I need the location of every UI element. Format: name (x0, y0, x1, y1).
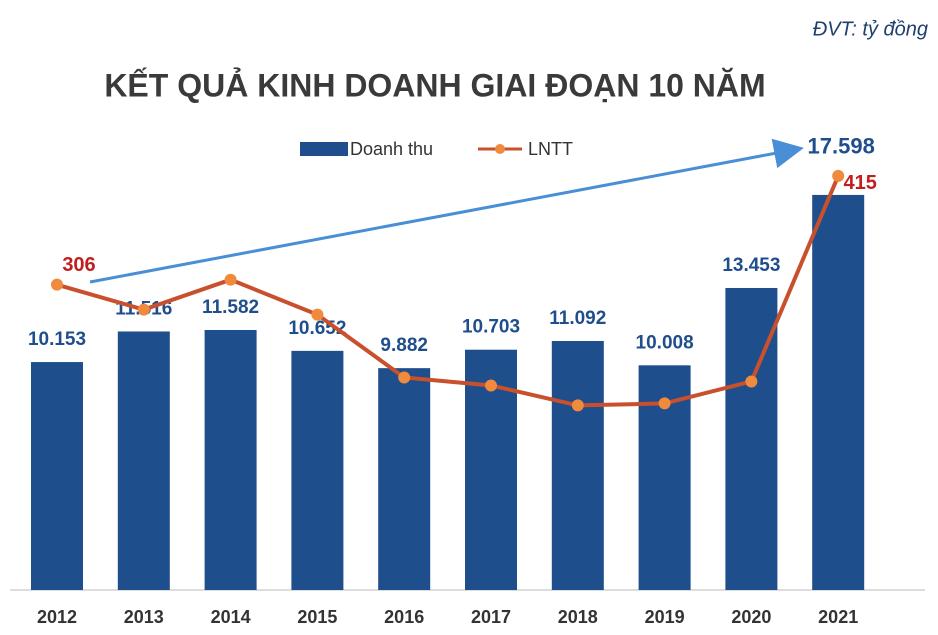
x-tick-label: 2013 (124, 607, 164, 627)
trend-arrow (89, 138, 804, 284)
legend-swatch (300, 142, 348, 156)
x-tick-label: 2017 (471, 607, 511, 627)
line-value-label: 306 (62, 254, 95, 276)
bar (551, 340, 604, 590)
x-tick-label: 2018 (558, 607, 598, 627)
line-point (832, 169, 845, 182)
x-tick-label: 2016 (384, 607, 424, 627)
line-value-label: 415 (844, 172, 877, 194)
bar-value-label: 10.008 (636, 332, 694, 353)
bar (291, 350, 344, 590)
line-point (485, 379, 497, 392)
line (56, 175, 841, 408)
bar (204, 329, 257, 590)
bar-value-label: 10.703 (462, 317, 520, 338)
x-tick-label: 2020 (731, 607, 771, 627)
x-tick-label: 2021 (818, 607, 858, 627)
bar-value-label: 10.153 (28, 329, 86, 350)
legend-label: LNTT (528, 139, 573, 159)
line-point (224, 273, 237, 286)
bar (31, 362, 83, 590)
line-point (571, 399, 584, 412)
bar (117, 331, 170, 590)
legend-label: Doanh thu (350, 139, 433, 159)
bar-value-label: 9.882 (380, 335, 428, 356)
line-point (137, 303, 150, 316)
x-tick-label: 2012 (37, 607, 77, 627)
bar-value-label: 17.598 (808, 134, 875, 159)
line-point (745, 375, 758, 388)
bar-value-label: 13.453 (722, 255, 780, 276)
line-point (51, 278, 63, 291)
line-point (658, 397, 671, 410)
x-tick-label: 2014 (211, 607, 251, 627)
bar-value-label: 11.582 (202, 297, 259, 318)
x-tick-label: 2019 (645, 607, 685, 627)
bar (378, 368, 431, 590)
bar-value-label: 11.092 (549, 308, 606, 329)
x-tick-label: 2015 (297, 607, 337, 627)
unit-note: ĐVT: tỷ đồng (813, 18, 928, 40)
line-point (398, 371, 411, 384)
chart-title: KẾT QUẢ KINH DOANH GIAI ĐOẠN 10 NĂM (104, 67, 765, 103)
bar (812, 194, 865, 590)
line-point (311, 308, 324, 321)
legend-swatch (495, 144, 505, 154)
